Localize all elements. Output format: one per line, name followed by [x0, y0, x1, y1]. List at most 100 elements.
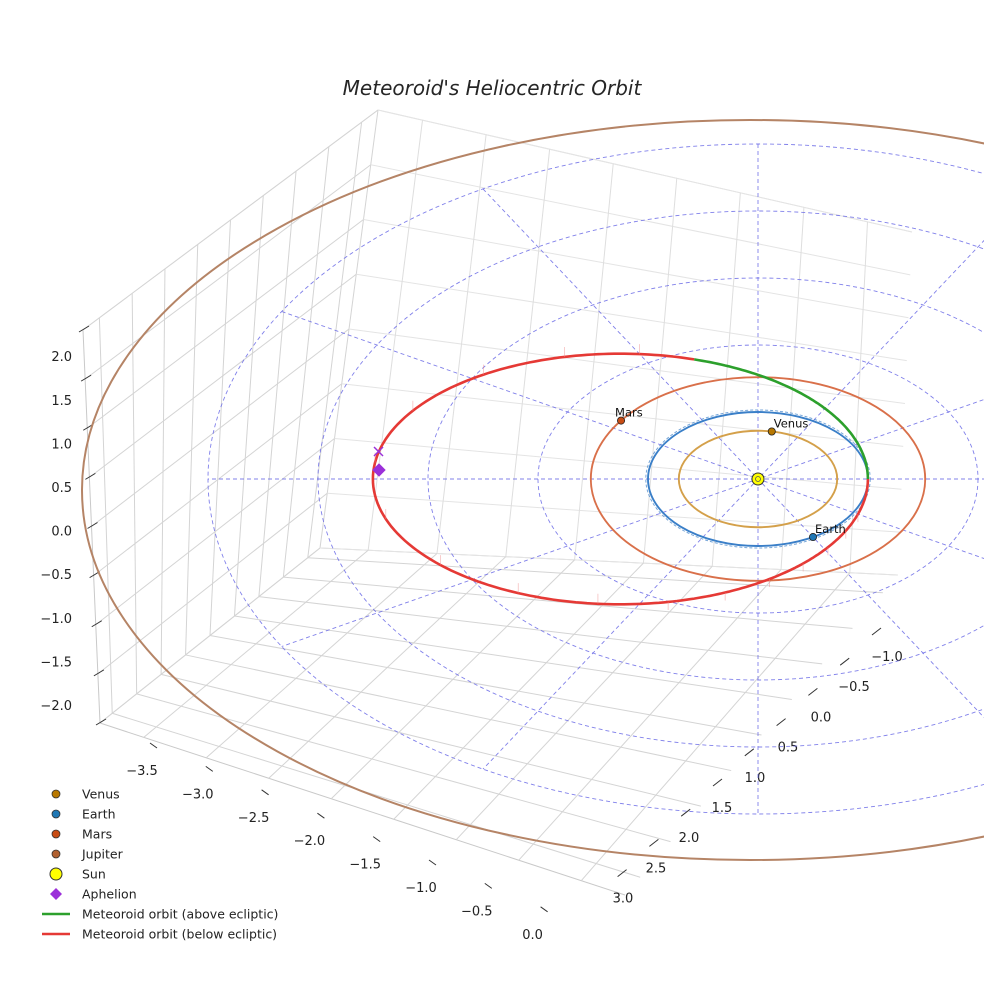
y-tick-label: 2.0: [679, 831, 700, 846]
meteoroid-orbit-below: [371, 352, 870, 606]
legend-label: Sun: [82, 867, 106, 882]
x-tick-label: −3.0: [182, 787, 214, 802]
x-tick-label: 0.0: [522, 928, 543, 943]
y-tick-label: 1.5: [712, 801, 733, 816]
x-tick: [540, 906, 548, 913]
legend: Venus Earth Mars Jupiter Sun Aphelion Meteoroi…: [42, 787, 278, 942]
legend-label: Meteoroid orbit (above ecliptic): [82, 907, 278, 922]
grid-line: [377, 109, 913, 233]
y-tick-label: −1.0: [871, 650, 903, 665]
legend-item: Sun: [49, 867, 106, 882]
x-tick-label: −1.0: [405, 881, 437, 896]
z-axis: −2.0 −1.5 −1.0 −0.5 0.0 0.5 1.0 1.5 2.0: [40, 325, 107, 726]
marker-mars: [617, 416, 626, 425]
y-tick-label: 2.5: [646, 861, 667, 876]
grid-line: [319, 547, 899, 576]
y-axis: −1.0−0.5 0.0 0.5 1.0 1.5 2.0 2.5 3.0: [613, 627, 903, 907]
y-tick-label: −0.5: [838, 680, 870, 695]
orbit-mars: [589, 376, 927, 582]
x-tick: [484, 882, 493, 889]
x-tick: [149, 742, 158, 749]
pane-edge: [82, 109, 913, 331]
body-markers: Venus Earth Mars: [372, 406, 846, 542]
legend-item: Earth: [51, 807, 116, 822]
grid-line: [348, 328, 906, 404]
grid-line: [209, 219, 231, 636]
grid-line: [160, 268, 166, 675]
grid-line: [282, 146, 330, 578]
grid-line: [307, 122, 363, 558]
grid-line: [209, 635, 762, 736]
legend-item: Mars: [51, 827, 112, 842]
z-tick: [91, 620, 103, 628]
z-tick: [78, 325, 90, 333]
grid-line: [327, 492, 900, 533]
y-tick: [680, 808, 691, 817]
x-axis: −3.5 −3.0 −2.5 −2.0 −1.5 −1.0 −0.5 0.0: [126, 742, 548, 943]
z-tick-label: 1.0: [51, 437, 72, 452]
grid-line: [258, 171, 297, 597]
legend-item: Meteoroid orbit (below ecliptic): [42, 927, 277, 942]
grid-line: [574, 163, 614, 560]
orbit-venus: [677, 429, 839, 529]
orbit-jupiter: [81, 119, 984, 861]
y-tick: [776, 718, 786, 726]
grid-line: [341, 383, 904, 447]
z-tick: [85, 472, 96, 480]
z-tick-label: 2.0: [51, 350, 72, 365]
grid-line: [233, 195, 264, 617]
y-tick-label: 1.0: [745, 771, 766, 786]
y-tick: [744, 748, 755, 757]
grid-line: [258, 596, 823, 665]
y-tick-label: 0.5: [778, 741, 799, 756]
legend-label: Jupiter: [81, 847, 124, 862]
grid-line: [185, 244, 199, 655]
x-tick: [317, 812, 325, 819]
grid-line: [234, 615, 792, 700]
legend-swatch: [49, 867, 63, 881]
legend-swatch: [51, 829, 61, 839]
y-tick: [649, 839, 659, 847]
marker-venus: [767, 427, 776, 436]
z-tick: [95, 718, 107, 726]
legend-swatch: [51, 849, 61, 859]
y-tick: [808, 688, 818, 696]
z-tick-label: −2.0: [40, 699, 72, 714]
x-tick: [205, 765, 214, 772]
orbit-earth-trace: [645, 409, 871, 549]
x-tick-label: −3.5: [126, 764, 158, 779]
y-tick: [839, 657, 850, 666]
x-tick-label: −0.5: [461, 904, 493, 919]
y-tick: [871, 627, 882, 636]
aphelion-cross: [373, 446, 384, 457]
label-mars: Mars: [615, 406, 643, 420]
x-tick: [372, 836, 381, 843]
z-tick-label: −1.5: [40, 655, 72, 670]
legend-swatch: [51, 789, 61, 799]
z-tick: [87, 522, 98, 529]
aphelion-marker: [372, 463, 386, 477]
marker-earth: [809, 533, 818, 542]
grid-line: [185, 654, 732, 772]
meteoroid-orbit: [371, 344, 870, 610]
z-tick: [80, 374, 92, 382]
chart-title: Meteoroid's Heliocentric Orbit: [343, 76, 643, 100]
z-tick-label: −1.0: [40, 612, 72, 627]
grid-line: [505, 149, 551, 557]
z-tick-label: 0.0: [51, 525, 72, 540]
x-tick-label: −1.5: [349, 858, 381, 873]
grid-line: [363, 219, 909, 319]
grid-line: [160, 673, 701, 807]
y-tick: [617, 869, 627, 877]
grid-line: [367, 120, 423, 551]
grid-line: [642, 178, 678, 564]
grid-line: [370, 164, 911, 276]
legend-label: Venus: [82, 787, 120, 802]
pane-edge: [82, 329, 626, 896]
legend-item: Jupiter: [51, 847, 124, 862]
legend-item: Venus: [51, 787, 120, 802]
z-tick-label: 0.5: [51, 481, 72, 496]
legend-label: Mars: [82, 827, 112, 842]
grid-line: [436, 134, 487, 554]
